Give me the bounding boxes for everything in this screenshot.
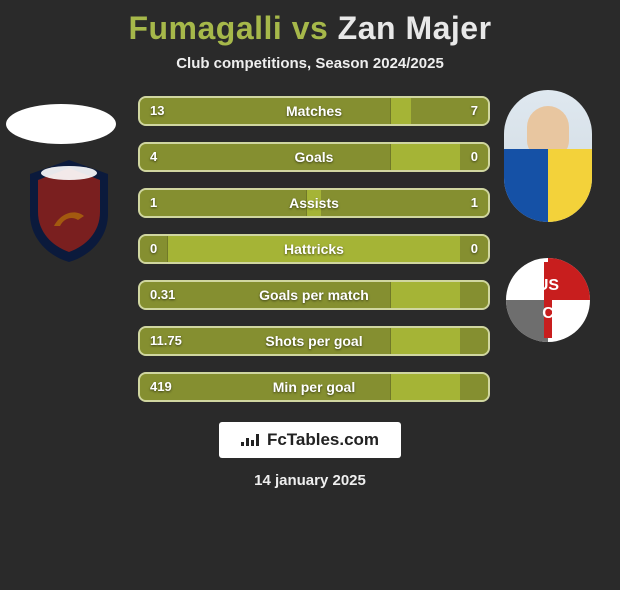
stat-value-left: 11.75 [150, 328, 182, 354]
stat-row: 11.75Shots per goal [138, 326, 490, 356]
footer: FcTables.com 14 january 2025 [0, 422, 620, 489]
player2-name: Zan Majer [338, 10, 492, 46]
stat-value-left: 419 [150, 374, 172, 400]
stat-value-left: 13 [150, 98, 164, 124]
subtitle: Club competitions, Season 2024/2025 [0, 55, 620, 72]
stats-bars: 137Matches40Goals11Assists00Hattricks0.3… [138, 96, 490, 402]
player2-club-logo: US C [498, 256, 598, 344]
chart-icon [241, 432, 261, 446]
svg-text:US: US [537, 277, 560, 294]
stat-value-right: 0 [471, 236, 478, 262]
stat-fill-left [140, 374, 391, 400]
content: US C 137Matches40Goals11Assists00Hattric… [0, 96, 620, 402]
stat-value-right: 1 [471, 190, 478, 216]
stat-row: 0 0Hattricks [138, 234, 490, 264]
player1-avatar [6, 104, 116, 144]
stat-fill-left [140, 190, 307, 216]
stat-fill-right [460, 282, 488, 308]
brand-text: FcTables.com [267, 430, 379, 449]
vs-word: vs [292, 10, 329, 46]
stat-fill-left [140, 282, 391, 308]
stat-fill-right [321, 190, 488, 216]
stat-value-left: 0.31 [150, 282, 175, 308]
stat-row: 0.31Goals per match [138, 280, 490, 310]
stat-row: 137Matches [138, 96, 490, 126]
date: 14 january 2025 [0, 472, 620, 489]
stat-value-right: 7 [471, 98, 478, 124]
stat-value-left: 1 [150, 190, 157, 216]
stat-value-right: 0 [471, 144, 478, 170]
stat-label: Hattricks [140, 236, 488, 262]
stat-value-left: 0 [150, 236, 157, 262]
player2-avatar [504, 90, 592, 222]
svg-text:C: C [542, 305, 554, 322]
brand-badge: FcTables.com [219, 422, 401, 458]
stat-row: 11Assists [138, 188, 490, 218]
stat-row: 40Goals [138, 142, 490, 172]
stat-fill-left [140, 144, 391, 170]
stat-row: 419Min per goal [138, 372, 490, 402]
player1-name: Fumagalli [128, 10, 282, 46]
stat-fill-left [140, 98, 391, 124]
stat-fill-right [460, 328, 488, 354]
comparison-title: Fumagalli vs Zan Majer [0, 10, 620, 47]
player1-club-logo [24, 156, 114, 264]
stat-fill-right [460, 374, 488, 400]
stat-value-left: 4 [150, 144, 157, 170]
